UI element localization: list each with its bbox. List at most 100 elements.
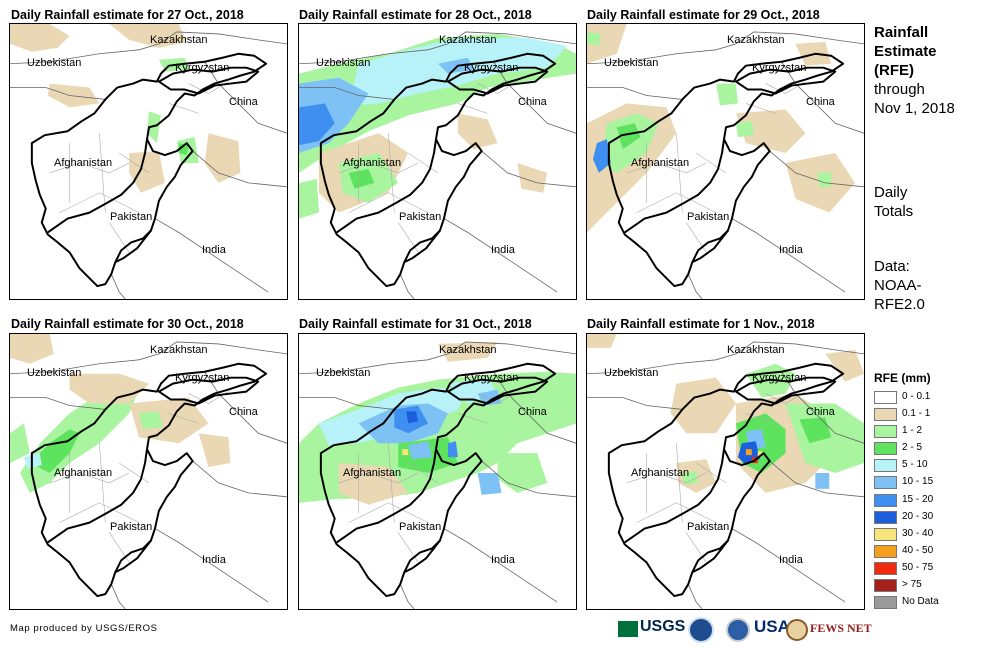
- province-line: [686, 222, 707, 253]
- province-line: [59, 192, 140, 213]
- rainfall-area: [670, 377, 736, 434]
- rfe-title-line3: (RFE): [874, 62, 914, 79]
- province-line: [119, 462, 150, 484]
- rainfall-area: [616, 123, 641, 150]
- panel-title: Daily Rainfall estimate for 27 Oct., 201…: [11, 8, 244, 22]
- rainfall-map: [10, 24, 287, 299]
- neighbour-border: [110, 584, 126, 609]
- country-label-uzbekistan: Uzbekistan: [316, 367, 371, 379]
- province-line: [388, 133, 395, 213]
- neighbour-border: [781, 61, 864, 134]
- country-label-kyrgyzstan: Kyrgyzstan: [752, 62, 807, 74]
- legend-label: 0.1 - 1: [902, 408, 931, 420]
- legend-swatch: [874, 442, 897, 456]
- neighbour-border: [769, 460, 864, 498]
- legend-label: 20 - 30: [902, 510, 934, 522]
- country-border: [734, 66, 837, 95]
- country-border: [624, 449, 725, 544]
- province-line: [696, 462, 727, 484]
- country-label-kyrgyzstan: Kyrgyzstan: [752, 372, 807, 384]
- neighbour-border: [299, 87, 395, 100]
- rainfall-area: [799, 417, 832, 444]
- neighbour-border: [192, 150, 287, 188]
- neighbour-border: [687, 274, 703, 299]
- neighbour-border: [299, 341, 576, 375]
- province-line: [388, 443, 395, 523]
- legend-title: RFE (mm): [874, 371, 931, 385]
- rainfall-map: [299, 341, 576, 609]
- country-label-kazakhstan: Kazakhstan: [439, 344, 497, 356]
- neighbour-border: [110, 274, 126, 299]
- neighbour-border: [10, 397, 106, 410]
- country-label-afghanistan: Afghanistan: [343, 467, 402, 479]
- rfe-title-line2: Estimate: [874, 43, 937, 60]
- province-line: [119, 152, 150, 174]
- rainfall-area: [406, 411, 419, 424]
- country-border: [47, 139, 148, 234]
- rainfall-map-panel: Kazakhstan Uzbekistan Kyrgyzstan China Afgha…: [9, 333, 288, 610]
- rainfall-area: [735, 109, 806, 154]
- panel-title: Daily Rainfall estimate for 29 Oct., 201…: [587, 8, 820, 22]
- legend-swatch: [874, 476, 897, 490]
- panel-title: Daily Rainfall estimate for 30 Oct., 201…: [11, 317, 244, 331]
- country-border: [30, 362, 268, 598]
- rainfall-area: [402, 449, 409, 456]
- province-line: [109, 222, 130, 253]
- legend-label: 40 - 50: [902, 544, 934, 556]
- legend-label: 2 - 5: [902, 442, 923, 454]
- neighbour-border: [731, 528, 846, 603]
- rfe-title: Rainfall Estimate (RFE) through Nov 1, 2…: [874, 23, 979, 118]
- rainfall-area: [587, 334, 617, 348]
- noaa-logo-icon: [688, 617, 714, 643]
- country-label-china: China: [806, 406, 835, 418]
- panel-title: Daily Rainfall estimate for 28 Oct., 201…: [299, 8, 532, 22]
- rainfall-area: [178, 143, 189, 156]
- neighbour-border: [769, 150, 864, 188]
- province-line: [408, 152, 439, 174]
- country-label-india: India: [491, 244, 515, 256]
- rainfall-area: [47, 83, 100, 108]
- rainfall-area: [129, 397, 209, 444]
- country-border: [47, 449, 148, 544]
- country-label-kazakhstan: Kazakhstan: [727, 34, 785, 46]
- neighbour-border: [493, 371, 576, 444]
- rainfall-area: [299, 103, 335, 146]
- rainfall-area: [477, 472, 502, 495]
- province-line: [676, 133, 683, 213]
- fews-net-text: FEWS NET: [810, 621, 872, 635]
- daily-totals: Daily Totals: [874, 183, 979, 221]
- legend-swatch: [874, 561, 897, 575]
- province-line: [49, 162, 130, 174]
- data-source-line1: NOAA-: [874, 277, 922, 294]
- rainfall-area: [817, 172, 832, 187]
- neighbour-border: [154, 218, 269, 293]
- neighbour-border: [443, 218, 558, 293]
- province-line: [99, 443, 106, 523]
- legend-swatch: [874, 579, 897, 593]
- country-label-kyrgyzstan: Kyrgyzstan: [464, 62, 519, 74]
- neighbour-border: [10, 31, 287, 65]
- country-border: [403, 539, 441, 574]
- rainfall-area: [299, 178, 319, 219]
- country-border: [157, 376, 260, 405]
- legend-label: 15 - 20: [902, 493, 934, 505]
- country-label-india: India: [202, 554, 226, 566]
- country-label-afghanistan: Afghanistan: [631, 157, 690, 169]
- legend-swatch: [874, 459, 897, 473]
- rainfall-area: [10, 423, 30, 464]
- rainfall-map-panel: Kazakhstan Uzbekistan Kyrgyzstan China Afgha…: [9, 23, 288, 300]
- rainfall-area: [10, 24, 70, 52]
- country-border: [734, 376, 837, 405]
- neighbour-border: [204, 61, 287, 134]
- legend-label: 50 - 75: [902, 561, 934, 573]
- rfe-date: Nov 1, 2018: [874, 100, 955, 117]
- country-label-pakistan: Pakistan: [399, 521, 442, 533]
- province-line: [686, 532, 707, 563]
- rainfall-area: [69, 373, 149, 404]
- usgs-mark-icon: [618, 621, 638, 637]
- rainfall-area: [716, 83, 738, 106]
- rainfall-area: [204, 133, 241, 183]
- rainfall-area: [745, 449, 752, 456]
- province-line: [398, 222, 419, 253]
- rainfall-area: [735, 121, 754, 138]
